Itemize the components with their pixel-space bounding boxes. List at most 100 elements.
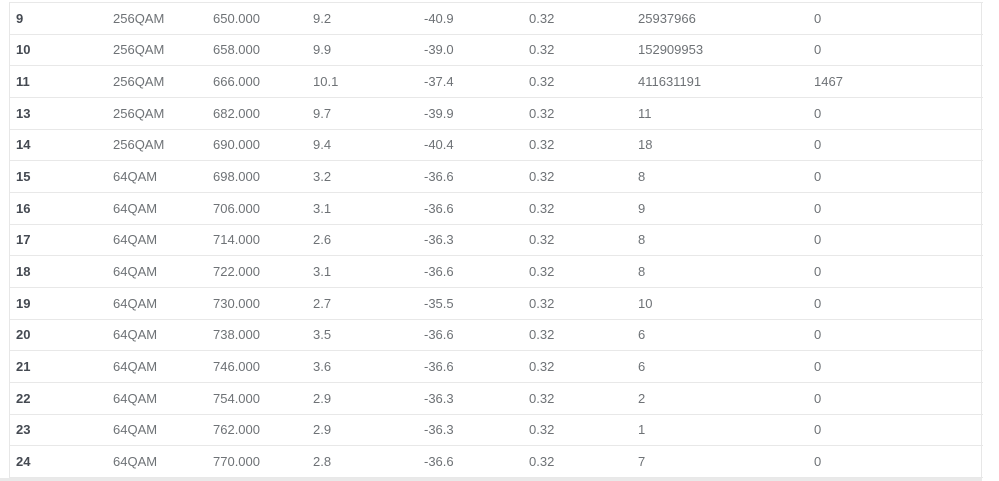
table-cell: 0.32 bbox=[523, 318, 632, 351]
table-cell: 0 bbox=[808, 318, 983, 351]
table-cell: 152909953 bbox=[632, 33, 808, 66]
cell-channel-id: 15 bbox=[10, 160, 107, 193]
table-cell: 0.32 bbox=[523, 65, 632, 98]
table-row: 18 64QAM 722.000 3.1 -36.6 0.32 8 0 bbox=[10, 255, 983, 288]
table-row: 20 64QAM 738.000 3.5 -36.6 0.32 6 0 bbox=[10, 318, 983, 351]
table-cell: 0.32 bbox=[523, 255, 632, 288]
table-cell: 0 bbox=[808, 128, 983, 161]
cell-channel-id: 24 bbox=[10, 445, 107, 478]
table-cell: -36.6 bbox=[418, 191, 523, 225]
table-cell: 8 bbox=[632, 255, 808, 288]
cell-channel-id: 21 bbox=[10, 350, 107, 383]
table-cell: 746.000 bbox=[207, 350, 307, 383]
table-cell: 0 bbox=[808, 191, 983, 225]
table-cell: 64QAM bbox=[107, 381, 207, 415]
table-cell: -36.6 bbox=[418, 350, 523, 383]
table-cell: 3.5 bbox=[307, 318, 418, 351]
table-cell: 658.000 bbox=[207, 33, 307, 66]
table-cell: 64QAM bbox=[107, 350, 207, 383]
table-cell: 0.32 bbox=[523, 223, 632, 256]
table-row: 10 256QAM 658.000 9.9 -39.0 0.32 152909953 0 bbox=[10, 33, 983, 66]
table-cell: 0.32 bbox=[523, 191, 632, 225]
table-cell: 256QAM bbox=[107, 96, 207, 130]
table-cell: 1 bbox=[632, 413, 808, 446]
table-row: 11 256QAM 666.000 10.1 -37.4 0.32 411631191 146… bbox=[10, 65, 983, 98]
table-cell: 0 bbox=[808, 223, 983, 256]
table-row: 9 256QAM 650.000 9.2 -40.9 0.32 25937966 0 bbox=[10, 2, 983, 35]
table-cell: 1467 bbox=[808, 65, 983, 98]
table-cell: 722.000 bbox=[207, 255, 307, 288]
table-cell: 10 bbox=[632, 286, 808, 320]
table-cell: 706.000 bbox=[207, 191, 307, 225]
table-row: 13 256QAM 682.000 9.7 -39.9 0.32 11 0 bbox=[10, 96, 983, 130]
table-cell: 411631191 bbox=[632, 65, 808, 98]
table-row: 23 64QAM 762.000 2.9 -36.3 0.32 1 0 bbox=[10, 413, 983, 446]
table-cell: 64QAM bbox=[107, 255, 207, 288]
cell-channel-id: 9 bbox=[10, 2, 107, 35]
table-cell: 0.32 bbox=[523, 128, 632, 161]
table-cell: 0.32 bbox=[523, 96, 632, 130]
table-cell: 754.000 bbox=[207, 381, 307, 415]
table-cell: -39.0 bbox=[418, 33, 523, 66]
page-bottom-strip bbox=[0, 478, 982, 481]
table-cell: 770.000 bbox=[207, 445, 307, 478]
table-cell: -40.9 bbox=[418, 2, 523, 35]
table-cell: 0 bbox=[808, 413, 983, 446]
table-cell: -37.4 bbox=[418, 65, 523, 98]
table-cell: 64QAM bbox=[107, 413, 207, 446]
table-cell: 3.6 bbox=[307, 350, 418, 383]
table-cell: 0 bbox=[808, 2, 983, 35]
table-cell: 0 bbox=[808, 160, 983, 193]
table-row: 19 64QAM 730.000 2.7 -35.5 0.32 10 0 bbox=[10, 286, 983, 320]
table-row: 16 64QAM 706.000 3.1 -36.6 0.32 9 0 bbox=[10, 191, 983, 225]
table-cell: 2.6 bbox=[307, 223, 418, 256]
table-cell: -40.4 bbox=[418, 128, 523, 161]
table-cell: 0.32 bbox=[523, 445, 632, 478]
table-row: 22 64QAM 754.000 2.9 -36.3 0.32 2 0 bbox=[10, 381, 983, 415]
table-cell: 9.2 bbox=[307, 2, 418, 35]
table-cell: -36.6 bbox=[418, 318, 523, 351]
table-cell: 2.9 bbox=[307, 413, 418, 446]
cell-channel-id: 11 bbox=[10, 65, 107, 98]
table-cell: -39.9 bbox=[418, 96, 523, 130]
table-cell: 3.1 bbox=[307, 255, 418, 288]
table-cell: 0.32 bbox=[523, 2, 632, 35]
table-cell: 698.000 bbox=[207, 160, 307, 193]
table-cell: 2.9 bbox=[307, 381, 418, 415]
table-cell: 666.000 bbox=[207, 65, 307, 98]
table-cell: 256QAM bbox=[107, 65, 207, 98]
table-cell: -36.3 bbox=[418, 381, 523, 415]
table-cell: 64QAM bbox=[107, 160, 207, 193]
table-cell: 8 bbox=[632, 160, 808, 193]
table-cell: 64QAM bbox=[107, 286, 207, 320]
table-cell: 0.32 bbox=[523, 286, 632, 320]
table-cell: 738.000 bbox=[207, 318, 307, 351]
table-cell: 6 bbox=[632, 318, 808, 351]
table-cell: 8 bbox=[632, 223, 808, 256]
table-cell: 256QAM bbox=[107, 33, 207, 66]
table-cell: -36.3 bbox=[418, 413, 523, 446]
table-cell: 11 bbox=[632, 96, 808, 130]
table-cell: 25937966 bbox=[632, 2, 808, 35]
table-cell: 64QAM bbox=[107, 223, 207, 256]
table-cell: 6 bbox=[632, 350, 808, 383]
channel-table-container: 9 256QAM 650.000 9.2 -40.9 0.32 25937966 0 10 256… bbox=[9, 2, 983, 478]
table-cell: 0 bbox=[808, 255, 983, 288]
table-cell: 690.000 bbox=[207, 128, 307, 161]
cell-channel-id: 18 bbox=[10, 255, 107, 288]
table-cell: 0.32 bbox=[523, 413, 632, 446]
cell-channel-id: 13 bbox=[10, 96, 107, 130]
table-cell: 3.1 bbox=[307, 191, 418, 225]
table-cell: 64QAM bbox=[107, 445, 207, 478]
table-cell: 650.000 bbox=[207, 2, 307, 35]
table-cell: 2.7 bbox=[307, 286, 418, 320]
table-cell: 0 bbox=[808, 381, 983, 415]
table-cell: 256QAM bbox=[107, 2, 207, 35]
table-cell: 7 bbox=[632, 445, 808, 478]
cell-channel-id: 14 bbox=[10, 128, 107, 161]
cell-channel-id: 10 bbox=[10, 33, 107, 66]
cell-channel-id: 20 bbox=[10, 318, 107, 351]
table-row: 21 64QAM 746.000 3.6 -36.6 0.32 6 0 bbox=[10, 350, 983, 383]
table-cell: -35.5 bbox=[418, 286, 523, 320]
